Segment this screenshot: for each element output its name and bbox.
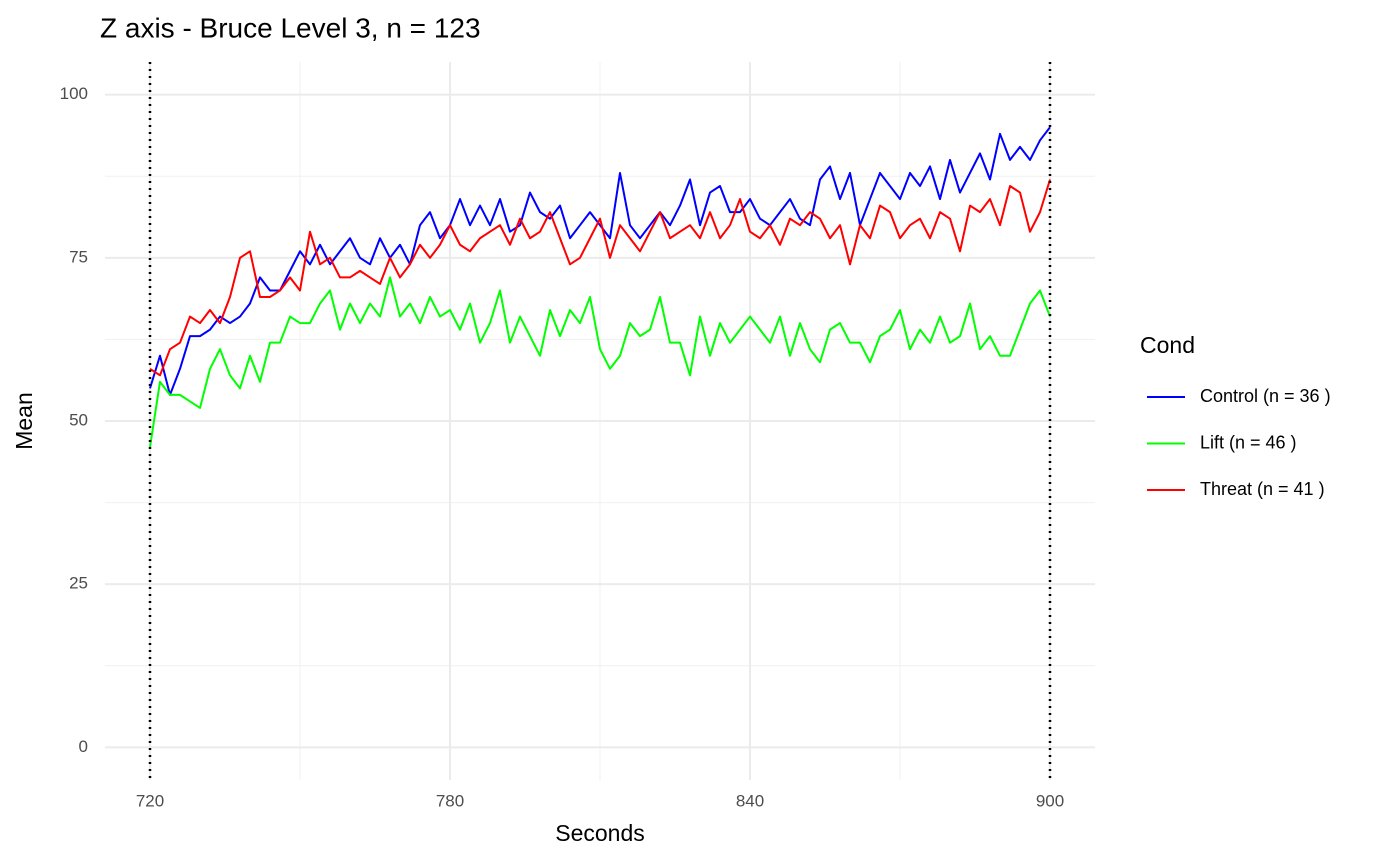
legend-title: Cond <box>1140 332 1195 358</box>
series-line <box>149 276 1051 448</box>
legend-label: Control (n = 36 ) <box>1200 386 1331 406</box>
y-tick-label: 0 <box>79 737 88 756</box>
x-axis-title: Seconds <box>555 820 645 846</box>
x-tick-label: 840 <box>736 791 764 810</box>
y-tick-label: 75 <box>69 247 88 266</box>
series-line <box>149 179 1051 377</box>
y-tick-label: 50 <box>69 410 88 429</box>
x-tick-label: 900 <box>1036 791 1064 810</box>
y-tick-label: 25 <box>69 574 88 593</box>
y-tick-label: 100 <box>60 84 88 103</box>
y-axis-title: Mean <box>11 392 37 450</box>
series-line <box>149 126 1051 396</box>
legend-label: Lift (n = 46 ) <box>1200 432 1297 452</box>
legend-label: Threat (n = 41 ) <box>1200 479 1325 499</box>
x-tick-label: 720 <box>136 791 164 810</box>
chart-title: Z axis - Bruce Level 3, n = 123 <box>100 12 481 43</box>
x-tick-label: 780 <box>436 791 464 810</box>
